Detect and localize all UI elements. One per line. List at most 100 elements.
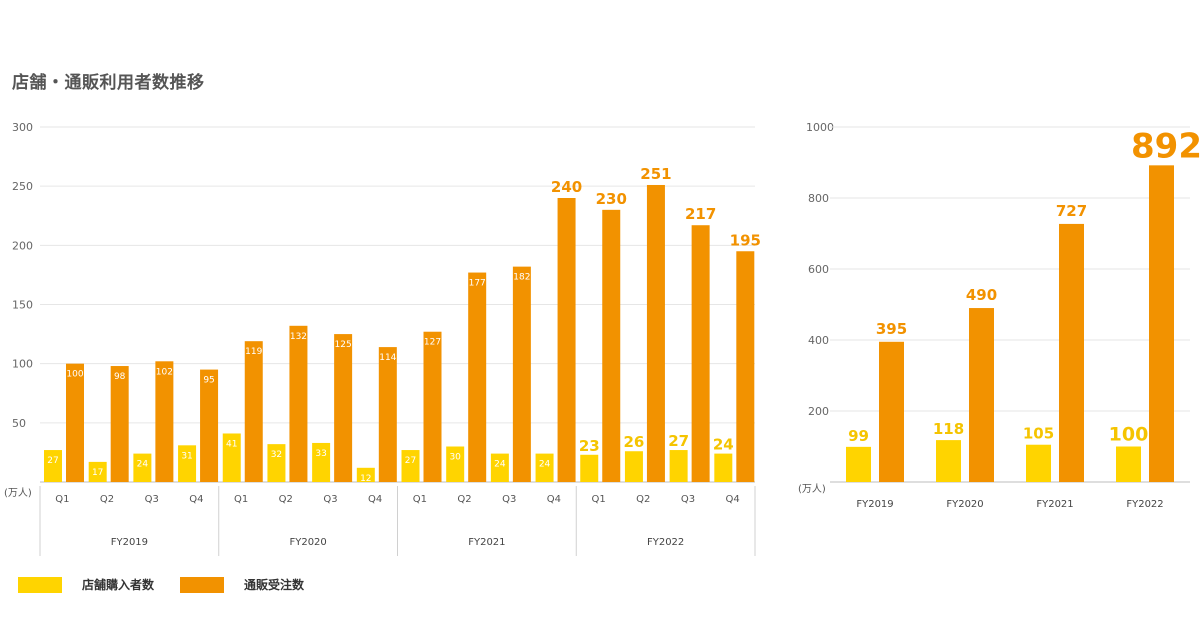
x-tick-label: Q4 [189,494,203,505]
bar-store [535,453,554,482]
unit-label: (万人) [798,483,826,495]
legend-label-online: 通販受注数 [244,578,305,592]
y-tick-label: 200 [12,239,33,252]
data-label-online: 240 [551,178,582,196]
data-label-online: 98 [114,372,126,382]
y-tick-label: 300 [12,121,33,134]
data-label-online: 230 [596,190,627,208]
data-label-online: 127 [424,338,441,348]
bar-online [200,369,219,482]
data-label-store: 100 [1109,424,1149,446]
bar-online [66,363,84,482]
data-label-store: 31 [181,451,192,461]
data-label-online: 119 [245,347,262,357]
bar-store [1026,444,1051,482]
bar-online [289,325,308,482]
data-label-store: 23 [579,437,600,455]
data-label-online: 251 [640,165,671,183]
bar-store [267,444,286,482]
x-tick-label: Q3 [681,494,695,505]
legend-swatch-online [180,576,225,593]
data-label-online: 727 [1056,202,1087,220]
legend-label-store: 店舗購入者数 [82,578,155,592]
bar-store [178,445,197,482]
bar-store [936,440,961,482]
y-tick-label: 50 [12,417,26,430]
data-label-online: 125 [335,340,352,350]
bar-online [423,331,442,482]
x-tick-label: Q4 [726,494,740,505]
bar-online [879,341,904,482]
data-label-store: 26 [624,433,645,451]
unit-label: (万人) [4,487,32,499]
bar-online [334,334,353,482]
data-label-store: 32 [271,450,282,460]
x-tick-label: Q4 [368,494,382,505]
x-tick-label: FY2022 [1126,499,1163,510]
data-label-online: 892 [1131,126,1200,166]
data-label-store: 33 [315,449,326,459]
bar-online [969,308,994,482]
bar-online [110,366,129,482]
chart-title: 店舗・通販利用者数推移 [12,73,205,93]
x-tick-label: Q2 [279,494,293,505]
legend-item-online: 通販受注数 [180,576,304,593]
bar-store [312,442,331,482]
legend: 店舗購入者数 通販受注数 [18,576,330,593]
bar-store [133,453,152,482]
bar-store [1116,446,1141,482]
x-tick-label: Q4 [547,494,561,505]
data-label-store: 27 [668,432,689,450]
bar-online [602,209,621,483]
data-label-online: 182 [513,273,530,283]
y-tick-label: 600 [808,263,829,276]
x-tick-label: Q1 [413,494,427,505]
bar-store [44,450,62,482]
bar-online [646,184,665,482]
bar-online [468,272,487,482]
x-tick-label: Q3 [502,494,516,505]
data-label-online: 102 [156,367,173,377]
y-tick-label: 800 [808,192,829,205]
x-tick-label: Q2 [457,494,471,505]
y-tick-label: 400 [808,334,829,347]
x-tick-label: Q2 [100,494,114,505]
group-label: FY2022 [647,537,684,548]
y-tick-label: 250 [12,180,33,193]
group-label: FY2020 [289,537,326,548]
bar-online [691,225,710,482]
data-label-online: 217 [685,205,716,223]
bar-store [669,450,688,482]
bar-store [356,467,375,482]
x-tick-label: FY2020 [946,499,983,510]
x-tick-label: Q1 [55,494,69,505]
data-label-store: 30 [449,453,461,463]
bar-store [88,461,107,482]
x-tick-label: Q3 [323,494,337,505]
bar-online [155,361,174,482]
data-label-store: 17 [92,468,103,478]
y-tick-label: 100 [12,358,33,371]
y-tick-label: 150 [12,299,33,312]
bar-store [446,446,465,482]
bar-online [1059,223,1084,483]
data-label-online: 100 [66,370,83,380]
data-label-store: 24 [539,460,551,470]
data-label-online: 195 [730,231,761,249]
data-label-store: 105 [1023,425,1054,443]
bar-store [846,446,871,482]
data-label-store: 27 [47,456,58,466]
data-label-store: 24 [494,460,506,470]
bar-online [244,341,263,482]
data-label-online: 132 [290,332,307,342]
data-label-online: 177 [469,279,486,289]
y-tick-label: 1000 [806,121,834,134]
x-tick-label: FY2021 [1036,499,1073,510]
data-label-online: 95 [203,376,214,386]
bar-store [222,433,241,482]
x-tick-label: Q1 [234,494,248,505]
data-label-online: 395 [876,320,907,338]
bar-store [624,451,643,482]
bar-online [512,266,531,482]
